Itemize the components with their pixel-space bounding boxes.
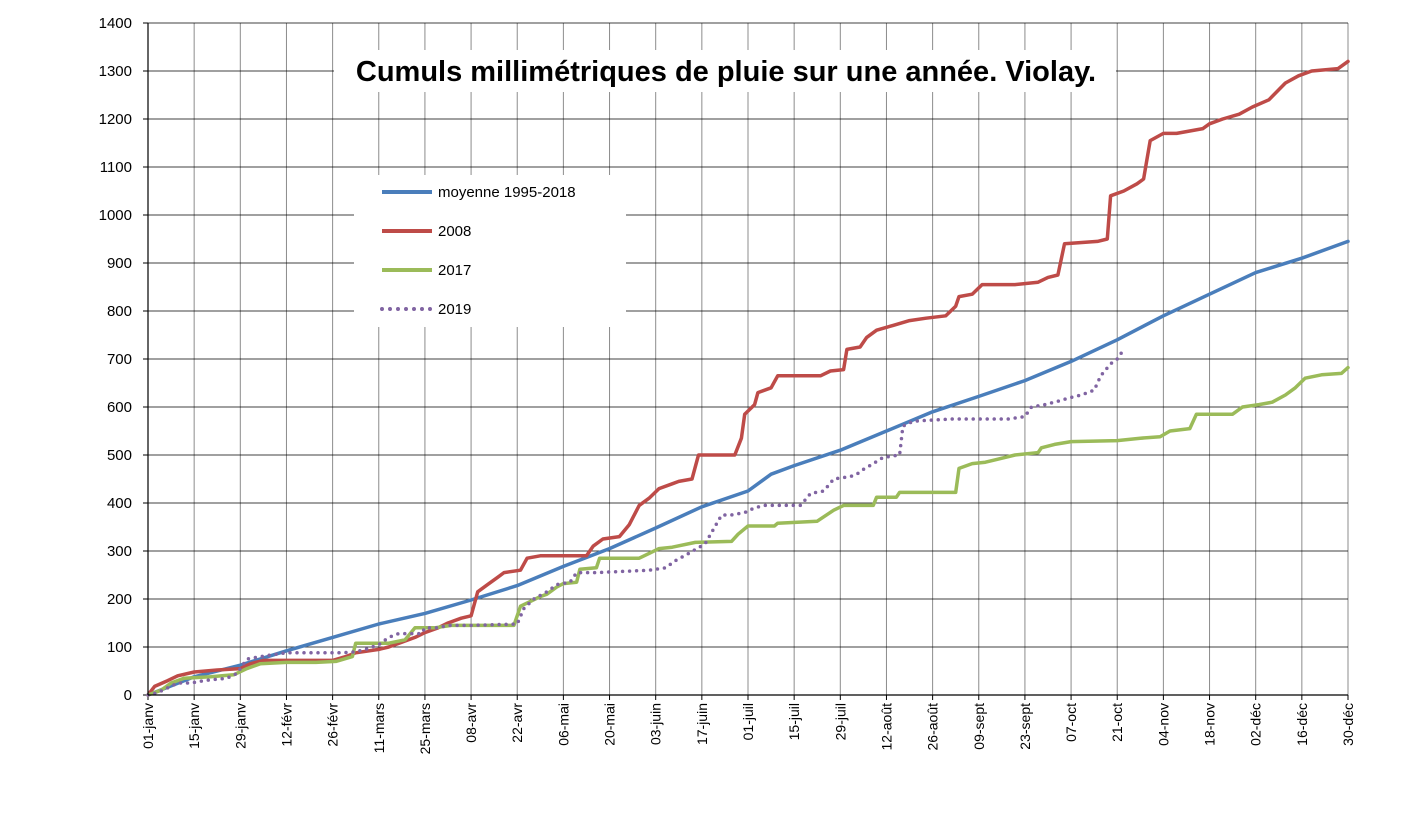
legend-label: 2008 <box>438 223 471 240</box>
x-tick-label: 09-sept <box>971 703 987 750</box>
y-tick-label: 100 <box>107 639 132 656</box>
title-background <box>334 50 1116 92</box>
chart-title: Cumuls millimétriques de pluie sur une a… <box>356 56 1096 88</box>
legend-label: moyenne 1995-2018 <box>438 184 576 201</box>
x-tick-label: 08-avr <box>463 703 479 743</box>
x-tick-label: 18-nov <box>1202 703 1218 746</box>
x-tick-label: 07-oct <box>1063 703 1079 742</box>
x-tick-label: 15-juil <box>786 703 802 740</box>
y-tick-label: 1300 <box>99 63 132 80</box>
legend: moyenne 1995-2018 2008 2017 2019 <box>354 175 626 327</box>
y-tick-label: 1000 <box>99 207 132 224</box>
y-tick-label: 0 <box>124 687 132 704</box>
x-tick-label: 17-juin <box>694 703 710 745</box>
x-tick-label: 04-nov <box>1155 703 1171 746</box>
series-line-moyenne <box>146 239 1350 697</box>
x-tick-label: 29-janv <box>232 703 248 749</box>
y-tick-label: 700 <box>107 351 132 368</box>
series-lines <box>146 59 1350 697</box>
legend-box <box>354 175 626 327</box>
legend-label: 2017 <box>438 262 471 279</box>
x-tick-label: 22-avr <box>509 703 525 743</box>
x-tick-label: 15-janv <box>186 703 202 749</box>
x-tick-label: 23-sept <box>1017 703 1033 750</box>
x-tick-label: 06-mai <box>555 703 571 746</box>
x-tick-label: 26-févr <box>325 703 341 747</box>
y-tick-label: 1100 <box>100 159 132 176</box>
x-tick-label: 30-déc <box>1340 703 1356 746</box>
y-axis-ticks: 0 100 200 300 400 500 600 700 800 900 1000 1100 1200… <box>99 15 148 704</box>
legend-label: 2019 <box>438 301 471 318</box>
series-line-2008 <box>146 59 1350 697</box>
x-tick-label: 21-oct <box>1109 703 1125 742</box>
series-line-2019 <box>146 347 1126 697</box>
x-tick-label: 26-août <box>925 703 941 751</box>
x-tick-label: 29-juil <box>832 703 848 740</box>
x-tick-label: 11-mars <box>371 703 387 753</box>
x-tick-label: 20-mai <box>602 703 618 746</box>
horizontal-gridlines <box>148 22 1348 648</box>
y-tick-label: 300 <box>107 543 132 560</box>
x-tick-label: 12-févr <box>278 703 294 747</box>
series-line-2017 <box>146 365 1350 697</box>
y-tick-label: 500 <box>107 447 132 464</box>
x-tick-label: 12-août <box>878 703 894 751</box>
y-tick-label: 400 <box>107 495 132 512</box>
x-tick-label: 03-juin <box>648 703 664 745</box>
x-tick-label: 01-juil <box>740 703 756 740</box>
y-tick-label: 600 <box>107 399 132 416</box>
y-tick-label: 1200 <box>99 111 132 128</box>
x-axis-ticks: 01-janv 15-janv 29-janv 12-févr 26-févr 11-ma… <box>140 695 1356 754</box>
x-tick-label: 16-déc <box>1294 703 1310 746</box>
y-tick-label: 900 <box>107 255 132 272</box>
y-tick-label: 1400 <box>99 15 132 32</box>
axes <box>147 23 1348 696</box>
y-tick-label: 200 <box>107 591 132 608</box>
x-tick-label: 02-déc <box>1248 703 1264 746</box>
y-tick-label: 800 <box>107 303 132 320</box>
x-tick-label: 25-mars <box>417 703 433 754</box>
x-tick-label: 01-janv <box>140 703 156 749</box>
